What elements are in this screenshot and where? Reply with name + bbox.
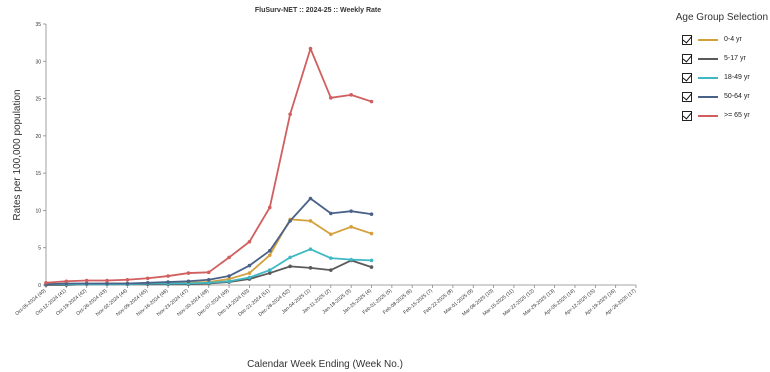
data-point [349, 93, 353, 97]
x-axis-title: Calendar Week Ending (Week No.) [247, 359, 403, 370]
series-line-4 [45, 47, 372, 284]
data-point [247, 271, 252, 275]
data-point [206, 277, 211, 282]
series-line-0 [46, 218, 372, 286]
x-axis: Oct-05-2024 (40)Oct-12-2024 (41)Oct-19-2… [14, 284, 638, 318]
data-point [308, 219, 313, 223]
y-tick-label: 25 [35, 97, 41, 103]
data-point [247, 263, 252, 268]
data-point [186, 271, 191, 275]
data-point [186, 279, 191, 284]
data-point [84, 278, 89, 283]
legend-label: 0-4 yr [724, 36, 742, 43]
data-point [166, 274, 170, 278]
data-point [349, 257, 353, 262]
chart-title: FluSurv-NET :: 2024-25 :: Weekly Rate [255, 7, 381, 14]
y-tick-label: 35 [35, 22, 41, 28]
legend-item-4[interactable]: >= 65 yr [660, 106, 768, 125]
legend-swatch [698, 57, 718, 60]
data-point [44, 280, 48, 285]
data-point [247, 239, 252, 244]
y-tick-label: 0 [38, 283, 41, 289]
data-point [288, 264, 292, 269]
data-point [288, 255, 292, 260]
data-point [349, 225, 353, 229]
line-chart: FluSurv-NET :: 2024-25 :: Weekly Rate 0 5… [12, 7, 638, 370]
data-point [369, 258, 374, 263]
legend-label: >= 65 yr [724, 112, 750, 119]
data-point [125, 277, 130, 282]
data-point [329, 96, 333, 100]
data-point [247, 275, 252, 280]
data-point [267, 253, 272, 257]
data-point [145, 276, 150, 281]
data-point [308, 46, 313, 51]
data-point [369, 265, 374, 269]
data-point [267, 271, 272, 275]
legend-label: 50-64 yr [724, 93, 750, 100]
data-point [206, 280, 211, 285]
legend-label: 5-17 yr [724, 55, 746, 62]
legend: Age Group Selection 0-4 yr 5-17 yr 18-49 y… [660, 12, 768, 125]
data-point [166, 280, 170, 284]
data-point [369, 99, 374, 104]
data-point [145, 280, 150, 285]
legend-item-1[interactable]: 5-17 yr [660, 49, 768, 68]
legend-item-3[interactable]: 50-64 yr [660, 87, 768, 106]
data-point [267, 205, 272, 210]
data-point [329, 268, 333, 272]
legend-swatch [698, 114, 718, 117]
y-axis: 0 5 10 15 20 25 30 35 [35, 22, 47, 289]
data-point [267, 248, 272, 253]
y-tick-label: 5 [38, 246, 41, 252]
data-point [329, 232, 333, 237]
data-point [64, 279, 69, 284]
legend-label: 18-49 yr [724, 74, 750, 81]
legend-swatch [698, 38, 718, 41]
y-tick-label: 15 [35, 171, 41, 177]
data-point [349, 209, 353, 213]
y-tick-label: 30 [35, 59, 41, 65]
data-point [308, 196, 313, 201]
checkbox-checked-icon[interactable] [682, 53, 692, 64]
data-point [84, 281, 89, 286]
legend-items: 0-4 yr 5-17 yr 18-49 yr 50-64 yr >= 65 yr [660, 30, 768, 125]
legend-item-0[interactable]: 0-4 yr [660, 30, 768, 49]
y-tick-label: 20 [35, 134, 41, 140]
legend-title: Age Group Selection [675, 12, 768, 23]
data-point [105, 281, 109, 286]
data-point [125, 281, 130, 286]
data-point [206, 270, 211, 275]
data-point [105, 278, 109, 283]
y-axis-title: Rates per 100,000 population [12, 89, 23, 220]
checkbox-checked-icon[interactable] [682, 110, 692, 121]
data-point [227, 274, 231, 278]
data-point [308, 247, 313, 252]
data-point [267, 268, 272, 272]
data-point [288, 112, 292, 117]
data-point [369, 212, 374, 216]
plot-area [44, 46, 374, 287]
checkbox-checked-icon[interactable] [682, 72, 692, 83]
legend-item-2[interactable]: 18-49 yr [660, 68, 768, 87]
data-point [308, 266, 313, 270]
checkbox-checked-icon[interactable] [682, 34, 692, 45]
data-point [227, 279, 231, 284]
data-point [369, 231, 374, 236]
y-tick-label: 10 [35, 208, 41, 214]
checkbox-checked-icon[interactable] [682, 91, 692, 102]
data-point [329, 211, 333, 216]
data-point [227, 255, 231, 260]
legend-swatch [698, 76, 718, 79]
data-point [288, 219, 292, 223]
data-point [329, 256, 333, 260]
legend-swatch [698, 95, 718, 98]
